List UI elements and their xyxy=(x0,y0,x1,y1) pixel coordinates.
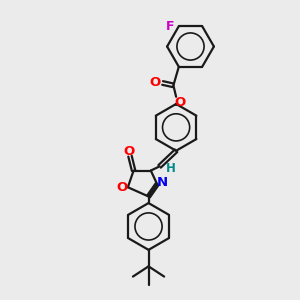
Text: F: F xyxy=(166,20,175,33)
Text: N: N xyxy=(157,176,168,189)
Text: O: O xyxy=(116,181,128,194)
Text: O: O xyxy=(124,145,135,158)
Text: O: O xyxy=(150,76,161,89)
Text: O: O xyxy=(175,96,186,109)
Text: H: H xyxy=(166,162,176,175)
